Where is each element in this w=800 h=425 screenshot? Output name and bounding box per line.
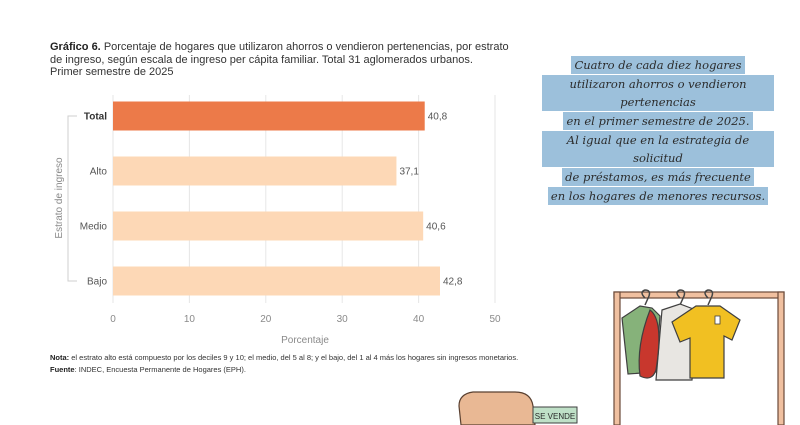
chart-title: Gráfico 6. Porcentaje de hogares que uti…	[50, 41, 510, 79]
x-tick-label: 10	[184, 314, 196, 325]
value-label: 37,1	[399, 167, 419, 178]
value-label: 40,6	[426, 222, 446, 233]
hanger-icon	[641, 289, 651, 306]
sale-box-illustration: SE VENDE	[458, 391, 578, 425]
category-label: Bajo	[87, 277, 107, 288]
source-label: Fuente	[50, 365, 75, 374]
red-garment-icon	[638, 309, 660, 379]
callout-line: de préstamos, es más frecuente	[562, 168, 754, 186]
rack-right-post	[777, 291, 785, 425]
rack-left-post	[613, 291, 621, 425]
hanger-icon	[704, 289, 714, 306]
callout-line: utilizaron ahorros o vendieron pertenenc…	[542, 75, 774, 111]
x-tick-label: 0	[110, 314, 116, 325]
note-label: Nota:	[50, 353, 70, 362]
chart-title-prefix: Gráfico 6.	[50, 41, 101, 53]
bar	[113, 266, 440, 296]
bar	[113, 211, 424, 241]
labels: 0 10 20 30 40 50 Total 40,8 Alto 37,1 Medio 40,6 Baj…	[80, 112, 501, 326]
callout-line: en el primer semestre de 2025.	[563, 112, 753, 130]
x-tick-label: 50	[489, 314, 501, 325]
callout-line: Cuatro de cada diez hogares	[571, 56, 745, 74]
note-line: Nota: el estrato alto está compuesto por…	[50, 352, 610, 364]
chart-notes: Nota: el estrato alto está compuesto por…	[50, 352, 610, 376]
category-label: Total	[84, 112, 107, 123]
x-axis-title: Porcentaje	[281, 335, 329, 346]
y-axis-title: Estrato de ingreso	[54, 157, 65, 239]
value-label: 40,8	[428, 112, 448, 123]
rack-bar	[613, 291, 785, 299]
source-text: : INDEC, Encuesta Permanente de Hogares …	[74, 365, 246, 374]
callout-line: en los hogares de menores recursos.	[547, 187, 769, 205]
cardboard-box-icon	[458, 391, 536, 425]
callout-box: Cuatro de cada diez hogares utilizaron a…	[542, 56, 774, 205]
bars	[113, 101, 440, 296]
yellow-shirt-icon	[671, 305, 741, 379]
x-tick-label: 20	[260, 314, 272, 325]
value-label: 42,8	[443, 277, 463, 288]
y-axis-bracket	[67, 115, 77, 282]
hanger-icon	[676, 289, 686, 306]
source-line: Fuente: INDEC, Encuesta Permanente de Ho…	[50, 364, 610, 376]
sale-sign	[532, 406, 578, 424]
x-tick-label: 30	[337, 314, 349, 325]
callout-line: Al igual que en la estrategia de solicit…	[542, 131, 774, 167]
clothes-rack-illustration	[613, 289, 785, 425]
chart-subtitle: Primer semestre de 2025	[50, 66, 174, 78]
chart-title-text: Porcentaje de hogares que utilizaron aho…	[50, 41, 509, 66]
category-label: Alto	[90, 167, 108, 178]
category-label: Medio	[80, 222, 108, 233]
x-tick-label: 40	[413, 314, 425, 325]
price-tag-icon	[714, 315, 721, 325]
bar	[113, 156, 397, 186]
bar	[113, 101, 425, 131]
callout-text: Cuatro de cada diez hogares utilizaron a…	[542, 56, 774, 206]
note-text: el estrato alto está compuesto por los d…	[71, 353, 519, 362]
sale-sign-text: SE VENDE	[535, 412, 575, 421]
